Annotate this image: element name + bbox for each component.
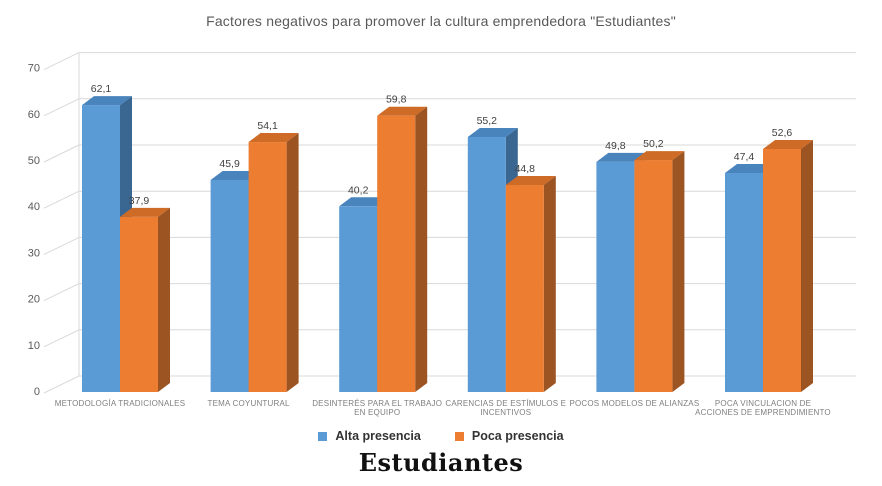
- legend: Alta presencia Poca presencia: [0, 429, 882, 443]
- gridline-diagonal-60: [43, 98, 80, 117]
- bar-alta-3-front: [339, 206, 378, 392]
- gridline-diagonal-70: [43, 52, 80, 71]
- bar-poca-2-top: [248, 133, 299, 143]
- bar-poca-5-side: [672, 151, 685, 392]
- y-tick-label-40: 40: [28, 201, 40, 213]
- chart-title: Factores negativos para promover la cult…: [206, 13, 676, 29]
- gridline-diagonal-20: [43, 283, 80, 302]
- bar-poca-4-front: [505, 185, 544, 392]
- bar-poca-6-front: [763, 148, 801, 392]
- legend-swatch-poca-presencia-icon: [454, 431, 464, 441]
- bar-poca-6-top: [763, 139, 813, 149]
- bar-alta-5-front: [596, 161, 635, 392]
- bar-poca-1-top: [120, 207, 170, 217]
- bar-alta-6-front: [725, 173, 763, 392]
- x-category-label-6: ACCIONES DE EMPRENDIMIENTO: [695, 408, 831, 417]
- bar-alta-1-top: [82, 96, 132, 106]
- gridline-diagonal-10: [43, 329, 80, 348]
- bar-poca-2-front: [248, 142, 287, 392]
- data-label-alta-5: 49,8: [605, 140, 626, 152]
- y-tick-label-30: 30: [28, 247, 40, 259]
- x-category-label-2: TEMA COYUNTURAL: [208, 399, 290, 408]
- gridline-diagonal-50: [43, 144, 80, 163]
- bar-alta-6-top: [725, 164, 775, 174]
- x-category-label-3: EN EQUIPO: [354, 408, 400, 417]
- data-label-alta-3: 40,2: [348, 184, 369, 196]
- legend-label-poca-presencia: Poca presencia: [471, 429, 564, 443]
- bar-poca-3-side: [415, 106, 428, 392]
- x-category-label-4: INCENTIVOS: [480, 408, 531, 417]
- data-label-alta-1: 62,1: [91, 83, 112, 95]
- bar-alta-2-front: [210, 179, 249, 392]
- data-label-poca-4: 44,8: [515, 163, 536, 175]
- y-tick-label-10: 10: [28, 340, 40, 352]
- data-label-poca-5: 50,2: [643, 138, 664, 150]
- bar-alta-5-top: [596, 152, 647, 162]
- bar-poca-3-top: [377, 106, 428, 116]
- bar-poca-3-front: [377, 115, 416, 392]
- bar-poca-4-top: [505, 176, 556, 186]
- y-tick-label-0: 0: [34, 386, 40, 398]
- x-category-label-6: POCA VINCULACION DE: [715, 399, 811, 408]
- legend-label-alta-presencia: Alta presencia: [335, 429, 421, 443]
- bar-alta-3-top: [339, 197, 390, 207]
- bar-alta-2-top: [210, 170, 261, 180]
- bar-poca-5-top: [634, 151, 685, 161]
- legend-item-poca-presencia: Poca presencia: [454, 429, 564, 443]
- bar-poca-4-side: [543, 176, 556, 392]
- bar-poca-5-front: [634, 160, 673, 392]
- data-label-poca-3: 59,8: [386, 94, 407, 106]
- x-category-label-5: POCOS MODELOS DE ALIANZAS: [569, 399, 699, 408]
- bar-poca-2-side: [286, 133, 299, 393]
- y-tick-label-20: 20: [28, 294, 40, 306]
- x-category-label-4: CARENCIAS DE ESTÍMULOS E: [445, 399, 566, 408]
- data-label-poca-1: 37,9: [129, 195, 150, 207]
- data-label-alta-4: 55,2: [477, 115, 498, 127]
- gridline-diagonal-0: [43, 375, 80, 394]
- legend-swatch-alta-presencia-icon: [318, 431, 328, 441]
- bar-alta-4-front: [467, 136, 506, 392]
- y-tick-label-50: 50: [28, 155, 40, 167]
- bar-poca-1-front: [120, 216, 158, 392]
- bar-alta-1-front: [82, 105, 120, 393]
- bar-alta-4-top: [467, 127, 518, 137]
- data-label-alta-6: 47,4: [734, 151, 755, 163]
- data-label-poca-2: 54,1: [257, 120, 278, 132]
- data-label-alta-2: 45,9: [219, 158, 240, 170]
- legend-item-alta-presencia: Alta presencia: [318, 429, 421, 443]
- bottom-title: Estudiantes: [358, 448, 524, 477]
- bar-poca-6-side: [801, 139, 813, 392]
- x-category-label-3: DESINTERÉS PARA EL TRABAJO: [312, 399, 442, 408]
- y-tick-label-60: 60: [28, 109, 40, 121]
- bar-poca-1-side: [158, 207, 170, 392]
- gridline-diagonal-40: [43, 190, 80, 209]
- data-label-poca-6: 52,6: [772, 127, 793, 139]
- gridline-diagonal-30: [43, 236, 80, 255]
- y-tick-label-70: 70: [28, 63, 40, 75]
- x-category-label-1: METODOLOGÍA TRADICIONALES: [55, 399, 186, 408]
